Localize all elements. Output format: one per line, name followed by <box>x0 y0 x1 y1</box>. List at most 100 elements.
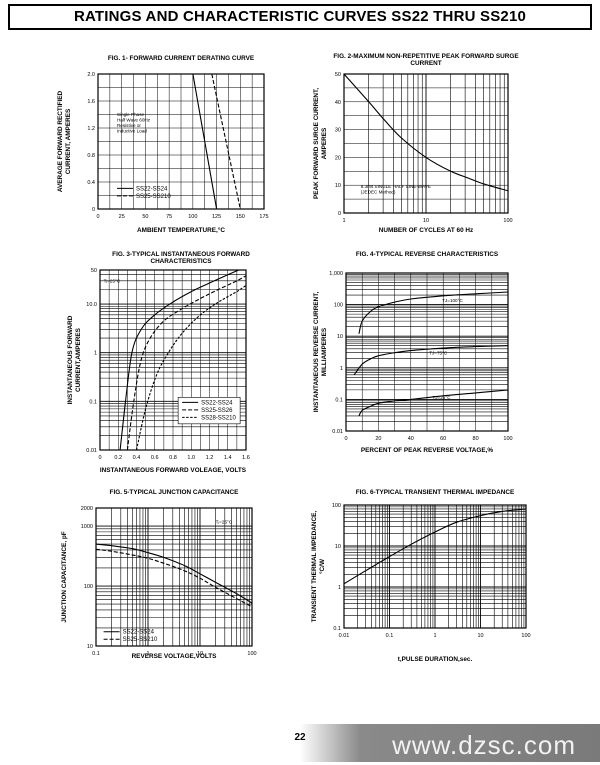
fig6-y-axis-label: TRANSIENT THERMAL IMPEDANCE, <box>311 511 318 623</box>
fig5-y-tick-label: 2000 <box>81 506 93 512</box>
fig2-series-group <box>344 74 508 192</box>
fig5-x-axis-label: REVERSE VOLTAGE,VOLTS <box>132 653 218 660</box>
fig4-series-line-tj-75-c <box>353 345 508 376</box>
fig2-y-tick-label: 10 <box>335 183 341 189</box>
fig1-y-tick-label: 1.6 <box>87 99 95 105</box>
fig3-x-tick-label: 1.6 <box>242 455 250 461</box>
fig4-series-line-tj-25-c <box>358 389 508 417</box>
fig4-series-line-tj-100-c <box>358 291 508 334</box>
fig6-x-tick-label: 1 <box>433 633 436 639</box>
fig3-x-tick-label: 0.6 <box>151 455 159 461</box>
fig5-series-group <box>96 543 252 608</box>
fig5-series-line-ss25-ss210 <box>96 548 252 608</box>
fig2-annotation: 8.3ms SINGLE HALF SINE-WAVE <box>361 184 431 189</box>
fig6-y-tick-label: 100 <box>332 503 341 509</box>
fig4-x-tick-label: 100 <box>503 436 512 442</box>
fig4-x-tick-label: 20 <box>375 436 381 442</box>
fig2-y-tick-label: 40 <box>335 100 341 106</box>
fig2-plot-frame <box>343 73 509 214</box>
fig4-x-tick-label: 80 <box>473 436 479 442</box>
fig3-legend-box <box>177 397 241 425</box>
fig6-plot-frame <box>343 504 527 629</box>
fig1-x-tick-label: 0 <box>96 214 99 220</box>
fig5-y-tick-label: 100 <box>84 584 93 590</box>
fig4-series-label: TJ=25°C <box>432 395 451 400</box>
fig3-chart: 0 0.2 0.4 0.6 0.8 1.0 1.2 1.4 1.6 0.01 0.1 1 10.0 50 F… <box>67 251 250 474</box>
fig6-series-line-0 <box>344 508 526 585</box>
fig2-y-tick-label: 50 <box>335 72 341 78</box>
fig1-legend-label: SS25-SS210 <box>136 194 171 200</box>
fig6-x-tick-label: 0.1 <box>386 633 394 639</box>
fig1-annotation: Inductive Load <box>117 128 147 133</box>
fig1-series-line-ss22-ss24 <box>98 74 218 209</box>
fig1-y-tick-label: 2.0 <box>87 72 95 78</box>
fig4-x-tick-label: 0 <box>344 436 347 442</box>
fig4-y-tick-label: 1 <box>340 366 343 372</box>
fig6-y-axis-label: °C/W <box>318 558 326 574</box>
fig4-series-group <box>353 291 508 417</box>
fig5-legend-label: SS22-SS24 <box>123 630 155 636</box>
fig4-y-tick-label: 100 <box>334 303 343 309</box>
fig3-y-tick-label: 1 <box>94 351 97 357</box>
fig1-y-tick-label: 0 <box>92 207 95 213</box>
fig1-y-tick-label: 0.4 <box>87 180 95 186</box>
fig6-y-tick-label: 0.1 <box>333 626 341 632</box>
watermark-text: www.dzsc.com <box>392 730 576 760</box>
fig4-chart: 0 20 40 60 80 100 0.01 0.1 1 10 100 1,000 FIG. 4-TYP… <box>313 251 513 454</box>
fig5-y-tick-label: 10 <box>87 644 93 650</box>
fig2-y-tick-label: 20 <box>335 155 341 161</box>
fig5-x-tick-label: 10 <box>197 651 203 657</box>
fig1-x-axis-label: AMBIENT TEMPERATURE,°C <box>137 226 225 234</box>
fig2-title: CURRENT <box>410 60 441 67</box>
fig6-title: FIG. 6-TYPICAL TRANSIENT THERMAL IMPEDAN… <box>356 489 515 496</box>
fig3-title: FIG. 3-TYPICAL INSTANTANEOUS FORWARD <box>112 251 250 258</box>
fig1-chart: 0 25 50 75 100 125 150 175 0 0.4 0.8 1.2 1.6 2.0 FIG. … <box>57 55 269 234</box>
fig6-y-tick-label: 10 <box>335 544 341 550</box>
fig1-x-tick-label: 175 <box>259 214 268 220</box>
fig1-x-tick-label: 150 <box>236 214 245 220</box>
fig4-x-tick-label: 40 <box>408 436 414 442</box>
fig3-x-tick-label: 0 <box>98 455 101 461</box>
fig4-x-axis-label: PERCENT OF PEAK REVERSE VOLTAGE,% <box>361 447 494 454</box>
fig3-x-tick-label: 1.2 <box>206 455 214 461</box>
fig5-x-tick-label: 0.1 <box>92 651 100 657</box>
fig3-x-tick-label: 0.2 <box>114 455 122 461</box>
fig3-y-tick-label: 50 <box>91 268 97 274</box>
fig2-y-tick-label: 30 <box>335 128 341 134</box>
fig1-x-tick-label: 25 <box>119 214 125 220</box>
fig3-title: CHARACTERISTICS <box>150 258 212 265</box>
fig6-grid <box>343 504 527 629</box>
fig1-title: FIG. 1- FORWARD CURRENT DERATING CURVE <box>108 55 255 62</box>
fig4-y-tick-label: 1,000 <box>329 271 343 277</box>
fig4-series-label: TJ=75°C <box>429 351 448 356</box>
fig5-series-line-ss22-ss24 <box>96 543 252 604</box>
fig2-x-tick-label: 1 <box>342 218 345 224</box>
fig1-annotation: Resistive or <box>117 123 141 128</box>
fig4-y-axis-label: MILLIAMPERES <box>321 327 328 376</box>
fig4-y-tick-label: 0.01 <box>332 429 343 435</box>
fig3-plot-frame <box>99 269 247 451</box>
fig6-x-tick-label: 100 <box>521 633 530 639</box>
fig4-series-label: TJ=100°C <box>442 298 463 303</box>
fig3-series-line-ss25-ss26 <box>126 275 246 450</box>
fig1-y-tick-label: 0.8 <box>87 153 95 159</box>
fig3-annotation: Tⱼ=25°C <box>104 278 121 283</box>
fig3-series-line-ss22-ss24 <box>119 270 239 450</box>
fig6-series-group <box>344 508 526 585</box>
fig4-x-tick-label: 60 <box>440 436 446 442</box>
fig4-y-axis-label: INSTANTANEOUS REVERSE CURRENT, <box>313 292 320 413</box>
fig3-x-tick-label: 0.4 <box>133 455 141 461</box>
fig5-x-tick-label: 100 <box>247 651 256 657</box>
fig3-y-axis-label: CURRENT,AMPERES <box>75 327 82 392</box>
fig2-x-tick-label: 100 <box>503 218 512 224</box>
watermark-banner: www.dzsc.com <box>300 724 600 762</box>
fig4-title: FIG. 4-TYPICAL REVERSE CHARACTERISTICS <box>356 251 499 258</box>
fig3-series-group <box>119 270 246 450</box>
fig2-y-axis-label: PEAK FORWARD SURGE CURRENT, <box>313 88 320 199</box>
fig3-y-tick-label: 0.1 <box>89 399 97 405</box>
fig1-y-tick-label: 1.2 <box>87 126 95 132</box>
fig4-grid <box>345 272 509 432</box>
fig5-y-axis-label: JUNCTION CAPACITANCE, pF <box>61 531 68 622</box>
